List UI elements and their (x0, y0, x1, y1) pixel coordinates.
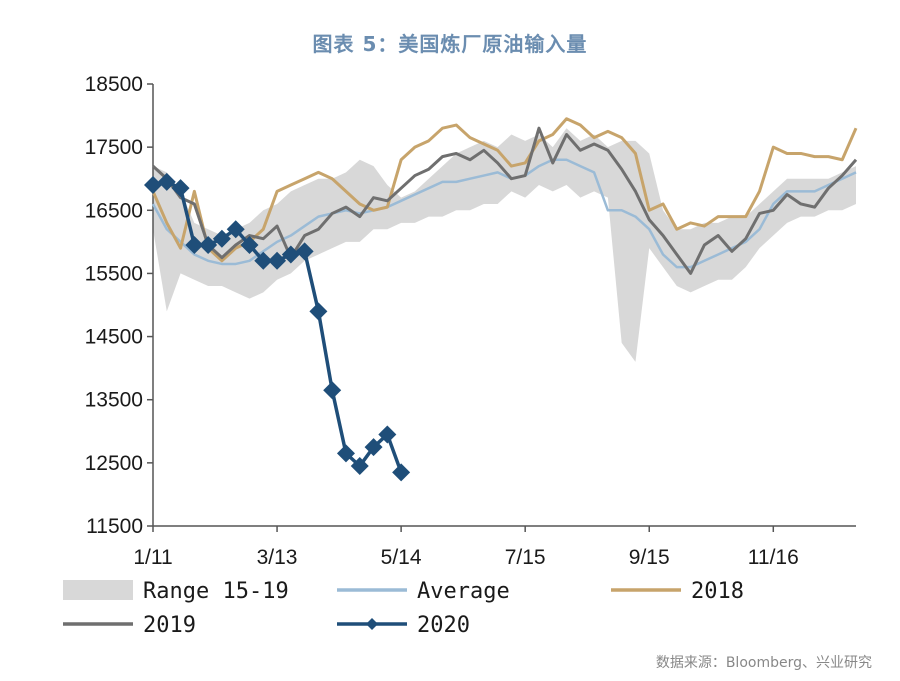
series-2020-point (171, 179, 190, 198)
series-2020-point (157, 172, 176, 191)
axes (147, 83, 856, 532)
y-tick-label: 14500 (85, 326, 143, 349)
series-2020-point (240, 236, 259, 255)
series-2018-line (151, 117, 858, 263)
legend-label-2020: 2020 (417, 613, 470, 638)
range-15-19-band (153, 128, 856, 362)
x-tick-label: 1/11 (133, 546, 172, 569)
y-tick-label: 16500 (85, 199, 143, 222)
x-tick-label: 11/16 (748, 546, 799, 569)
series-2020-point (364, 438, 383, 457)
series-2020-point (295, 242, 314, 261)
y-tick-label: 11500 (86, 515, 143, 538)
series-2020-point (323, 381, 342, 400)
y-tick-label: 13500 (85, 389, 143, 412)
legend-label-range-15-19: Range 15-19 (143, 579, 289, 604)
series-2020-point (199, 236, 218, 255)
series-2020-point (226, 220, 245, 239)
series-2020-point (144, 176, 162, 195)
series-2020-point (350, 457, 369, 476)
series-2020-point (378, 425, 397, 444)
series-2020-point (212, 229, 231, 248)
x-tick-label: 3/13 (257, 546, 298, 569)
tick-labels: 11500 12500 13500 14500 15500 16500 17500 18500… (85, 73, 799, 569)
series-2019-line (151, 126, 858, 275)
series-lines (144, 117, 858, 482)
x-tick-label: 5/14 (381, 546, 422, 569)
legend-label-2019: 2019 (143, 613, 196, 638)
x-tick-label: 7/15 (505, 546, 546, 569)
x-tick-label: 9/15 (629, 546, 670, 569)
y-tick-label: 12500 (85, 452, 143, 475)
legend: Range 15-19 Average 2018 2019 2020 (63, 579, 744, 638)
legend-marker-2020 (366, 618, 378, 630)
y-tick-label: 15500 (85, 262, 143, 285)
series-2020-point (336, 444, 355, 463)
source-note: 数据来源：Bloomberg、兴业研究 (655, 655, 872, 671)
chart-title: 图表 5：美国炼厂原油输入量 (312, 32, 588, 56)
legend-label-2018: 2018 (691, 579, 744, 604)
y-tick-label: 17500 (85, 136, 143, 159)
legend-swatch-range-15-19 (63, 580, 133, 600)
y-tick-label: 18500 (85, 73, 143, 96)
series-2020-point (185, 236, 204, 255)
legend-label-average: Average (417, 579, 510, 604)
series-2020-point (392, 463, 411, 482)
series-2020-point (254, 251, 273, 270)
series-2020-point (268, 251, 287, 270)
range-band-layer (153, 128, 856, 362)
series-2020-point (309, 302, 328, 321)
series-2020-point (281, 245, 300, 264)
